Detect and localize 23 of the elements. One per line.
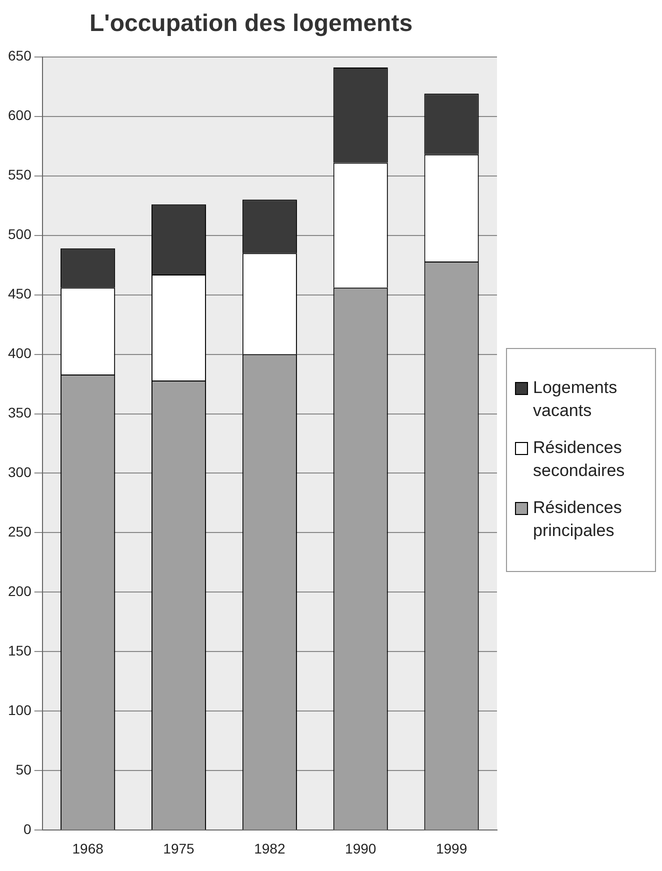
legend-label: Résidences principales [533, 496, 623, 542]
legend-label: Logements vacants [533, 377, 618, 422]
y-tick-label: 650 [8, 48, 32, 64]
y-tick-label: 450 [8, 286, 32, 302]
y-tick-label: 250 [8, 524, 32, 540]
y-tick-label: 0 [24, 821, 32, 838]
y-tick-label: 150 [8, 642, 32, 659]
y-tick-label: 50 [16, 762, 32, 778]
y-tick-label: 500 [8, 226, 32, 242]
x-tick-label: 1968 [72, 840, 104, 856]
y-tick-label: 300 [8, 464, 32, 480]
x-tick-label: 1982 [254, 840, 286, 856]
y-tick-label: 600 [8, 107, 32, 124]
x-tick-label: 1999 [436, 840, 468, 856]
y-tick-label: 550 [8, 166, 32, 183]
legend-label: Résidences secondaires [533, 436, 626, 482]
y-tick-label: 350 [8, 404, 32, 421]
y-tick-label: 400 [8, 345, 32, 362]
y-tick-label: 200 [8, 583, 32, 600]
y-tick-label: 100 [8, 702, 32, 718]
chart-title: L'occupation des logements [89, 10, 413, 38]
x-tick-label: 1990 [345, 840, 376, 856]
x-tick-label: 1975 [163, 840, 195, 856]
